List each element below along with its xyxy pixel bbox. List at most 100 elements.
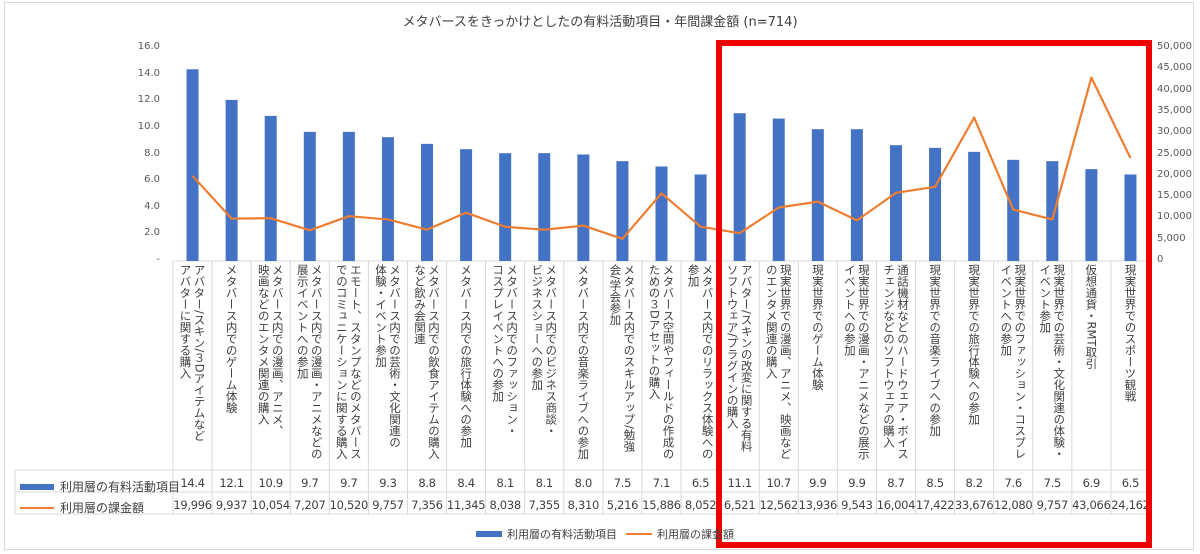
category-label: メタバース内でのファッション・ コスプレイベントへの参加 [491,264,520,437]
line-value-label: 10,054 [251,498,290,512]
y-tick-left: - [156,254,160,265]
line-value-label: 8,038 [489,498,521,512]
y-tick-right: 35,000 [1157,104,1192,116]
line-value-label: 12,080 [993,498,1033,512]
bar [811,129,824,261]
line-value-label: 9,757 [1036,498,1069,512]
category-label: メタバース内での音楽ライブへの参加 [576,264,591,460]
table-row-label-bars: 利用層の有料活動項目 [20,478,180,495]
bar [225,99,238,261]
line-value-label: 19,996 [173,498,212,512]
y-tick-right: 30,000 [1157,126,1192,138]
line-value-label: 6,521 [723,498,756,512]
y-tick-right: 15,000 [1157,190,1192,202]
y-tick-right: 40,000 [1157,83,1192,95]
line-value-label: 33,676 [954,498,994,512]
bar-value-label: 8.0 [574,476,593,490]
bar [381,137,394,261]
y-tick-right: 45,000 [1157,62,1192,74]
bar-value-label: 12.1 [219,476,244,490]
category-label: 現実世界での芸術・文化関連の体験・ イベント参加 [1038,264,1067,460]
legend-item-bars: 利用層の有料活動項目 [476,526,617,542]
line-swatch-icon [626,533,652,535]
y-tick-right: 0 [1157,254,1164,265]
bar [655,166,668,261]
legend-label: 利用層の有料活動項目 [507,528,617,541]
line-value-label: 7,356 [411,498,443,512]
bar-value-label: 6.5 [1121,476,1140,490]
bar-value-label: 6.5 [691,476,710,490]
line-value-label: 9,757 [372,498,404,512]
legend-item-line: 利用層の課金額 [626,526,734,542]
category-label: 現実世界でのファッション・コスプレ イベントへの参加 [999,264,1028,460]
bar [303,131,316,261]
bar-value-label: 9.9 [809,476,827,490]
y-tick-right: 10,000 [1157,211,1192,223]
bar [772,118,785,262]
bar [616,161,629,261]
bar [1124,174,1137,261]
bar [421,143,434,261]
bar-value-label: 7.1 [652,476,671,490]
bar-value-label: 8.8 [418,476,436,490]
bar [968,151,981,261]
line-value-label: 8,310 [567,498,600,512]
line-swatch-icon [20,506,54,509]
bar [538,153,551,261]
category-label: 現実世界でのスポーツ観戦 [1123,264,1138,402]
bar [850,129,863,261]
bar [186,69,199,261]
bar-value-label: 8.5 [926,476,944,490]
y-tick-right: 25,000 [1157,147,1192,159]
bar-value-label: 9.7 [340,476,358,490]
line-value-label: 43,066 [1072,498,1111,512]
bar-value-label: 8.2 [965,476,983,490]
category-label: 現実世界でのゲーム体験 [810,264,825,391]
series-name: 利用層の有料活動項目 [60,480,181,494]
bar [1046,161,1059,261]
bar [1085,169,1098,261]
bar-value-label: 8.7 [887,476,905,490]
y-tick-right: 50,000 [1157,41,1192,52]
category-label: 通話機材などのハードウェア・ボイス チェンジなどのソフトウェアの購入 [881,264,910,460]
bar-value-label: 10.7 [766,476,792,490]
line-value-label: 12,562 [759,498,799,512]
bar-value-label: 6.9 [1082,476,1101,490]
bar-value-label: 7.6 [1004,476,1023,490]
bar [694,174,707,261]
category-label: メタバース内での飲食アイテムの購入 など飲み会関連 [413,264,442,460]
category-label: メタバース空間やフィールドの作成の ための３Dアセットの購入 [647,264,676,460]
legend-label: 利用層の課金額 [657,528,734,541]
y-tick-left: 14.0 [137,67,160,79]
bar [499,153,512,261]
category-label: アバター/スキンの改変に関する有料 ソフトウェア/プラグインの購入 [725,264,754,452]
bar-swatch-icon [20,483,54,490]
category-label: メタバース内での芸術・文化関連の 体験・イベント参加 [373,264,402,448]
bar [342,131,355,261]
y-tick-left: 8.0 [144,147,160,159]
table-row-label-line: 利用層の課金額 [20,499,144,516]
category-label: 現実世界での音楽ライブへの参加 [928,264,943,437]
y-tick-right: 20,000 [1157,168,1192,180]
bar-value-label: 9.7 [301,476,319,490]
bar-value-label: 8.1 [496,476,514,490]
line-value-label: 5,216 [606,498,639,512]
line-value-label: 7,207 [294,498,326,512]
bar [929,147,942,261]
bar-swatch-icon [476,531,502,537]
bar-value-label: 9.9 [848,476,866,490]
bar-value-label: 8.1 [535,476,554,490]
line-value-label: 7,355 [528,498,561,512]
bar-value-label: 9.3 [379,476,397,490]
series-name: 利用層の課金額 [60,501,145,515]
line-value-label: 17,422 [915,498,955,512]
bar-value-label: 7.5 [613,476,632,490]
bar-value-label: 7.5 [1043,476,1062,490]
bar-value-label: 10.9 [258,476,283,490]
bar [733,113,746,261]
category-label: メタバース内での旅行体験への参加 [459,264,474,448]
category-label: メタバース内でのビジネス商談・ ビジネスショーへの参加 [530,264,559,437]
category-label: メタバース内での漫画、アニメ、 映画などのエンタメ関連の購入 [256,264,285,437]
y-tick-left: 12.0 [137,94,160,106]
